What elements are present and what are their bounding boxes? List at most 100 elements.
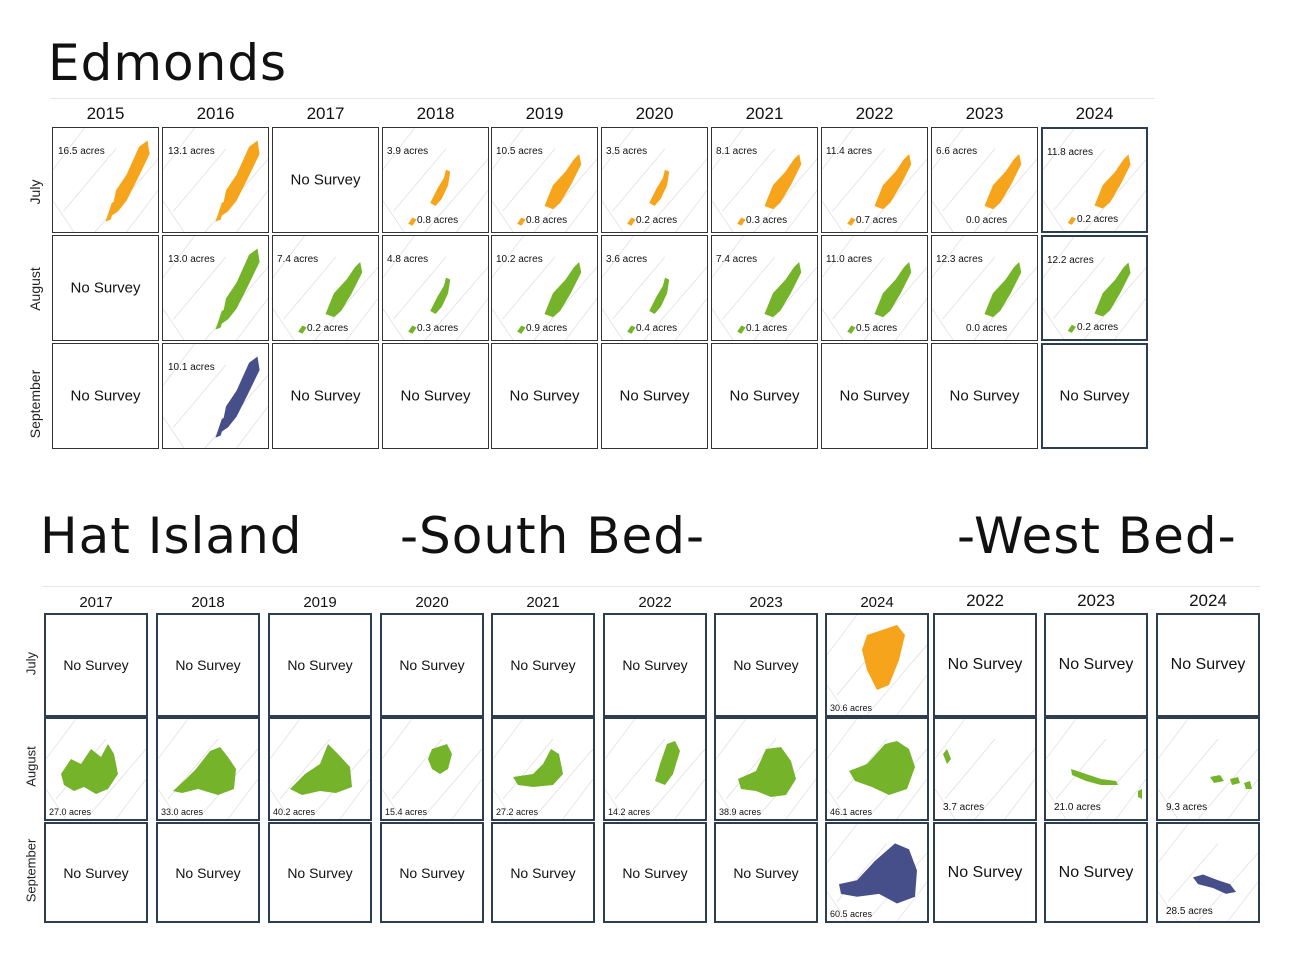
acres-label-secondary: 0.1 acres — [746, 323, 788, 334]
edmonds-header-line — [50, 98, 1155, 99]
seagrass-patch — [408, 325, 417, 334]
seagrass-patch — [627, 325, 636, 334]
map-line — [492, 308, 514, 340]
map-line — [173, 256, 227, 320]
survey-cell: No Survey — [491, 613, 595, 717]
map-line — [492, 128, 524, 170]
year-label: 2019 — [303, 594, 337, 611]
survey-cell: No Survey — [714, 613, 818, 717]
no-survey-label: No Survey — [733, 864, 799, 881]
survey-cell: 30.6 acres — [825, 613, 929, 717]
seagrass-patch — [1138, 789, 1142, 799]
acres-label: 3.6 acres — [606, 254, 648, 265]
map-line — [383, 128, 415, 170]
no-survey-label: No Survey — [1058, 863, 1134, 881]
year-label: 2015 — [86, 104, 125, 123]
map-line — [643, 266, 707, 340]
no-survey-label: No Survey — [287, 657, 353, 673]
map-line — [895, 298, 927, 340]
map-line — [896, 674, 927, 715]
survey-cell: No Survey — [821, 343, 928, 449]
survey-cell: No Survey — [380, 613, 484, 717]
acres-label: 60.5 acres — [830, 909, 873, 919]
no-survey-label: No Survey — [175, 657, 241, 673]
seagrass-bed — [110, 140, 150, 217]
map-line — [1005, 298, 1037, 340]
seagrass-patch — [105, 200, 116, 222]
map-line — [785, 190, 817, 232]
map-line — [227, 778, 258, 819]
map-line — [493, 788, 514, 819]
acres-label: 11.4 acres — [826, 146, 872, 157]
seagrass-bed — [655, 741, 680, 785]
seagrass-bed — [513, 749, 563, 787]
map-line — [602, 128, 634, 170]
no-survey-label: No Survey — [733, 657, 799, 673]
acres-label: 6.6 acres — [936, 146, 978, 157]
survey-cell: 8.1 acres 0.3 acres — [711, 127, 818, 233]
map-line — [827, 788, 848, 819]
map-line — [716, 788, 737, 819]
survey-cell: 28.5 acres — [1156, 822, 1260, 923]
acres-label: 16.5 acres — [58, 146, 105, 157]
seagrass-bed — [764, 262, 802, 318]
map-line — [822, 308, 844, 340]
acres-label: 38.9 acres — [719, 807, 762, 817]
acres-label-secondary: 0.0 acres — [966, 215, 1008, 226]
bed-map — [492, 236, 597, 340]
acres-label: 10.1 acres — [168, 362, 215, 373]
map-line — [502, 256, 556, 320]
map-line — [1055, 738, 1107, 800]
map-line — [785, 778, 816, 819]
map-line — [832, 256, 886, 320]
map-line — [822, 236, 854, 278]
map-line — [383, 200, 405, 232]
bed-map — [605, 719, 705, 819]
map-line — [675, 298, 707, 340]
seagrass-patch — [847, 217, 856, 226]
map-line — [942, 148, 996, 212]
acres-label: 10.5 acres — [496, 146, 543, 157]
survey-cell: 3.9 acres 0.8 acres — [382, 127, 489, 233]
acres-label-secondary: 0.0 acres — [966, 323, 1008, 334]
bed-map — [1043, 129, 1146, 231]
map-line — [712, 236, 744, 278]
map-line — [827, 615, 858, 656]
acres-label: 12.3 acres — [936, 254, 983, 265]
seagrass-bed — [325, 262, 363, 318]
bed-map — [712, 236, 817, 340]
bed-map — [602, 128, 707, 232]
acres-label-secondary: 0.4 acres — [636, 323, 678, 334]
map-line — [1158, 719, 1189, 760]
map-line — [1083, 159, 1146, 231]
seagrass-bed — [1071, 769, 1118, 785]
survey-cell: No Survey — [44, 822, 148, 923]
year-label: 2023 — [749, 594, 783, 611]
acres-label: 11.0 acres — [826, 254, 872, 265]
map-line — [1043, 129, 1075, 170]
map-line — [1053, 257, 1106, 319]
no-survey-label: No Survey — [839, 387, 910, 405]
map-line — [502, 148, 556, 212]
map-line — [46, 788, 67, 819]
no-survey-label: No Survey — [729, 387, 800, 405]
survey-cell: No Survey — [272, 127, 379, 233]
bed-map — [492, 128, 597, 232]
map-line — [533, 158, 597, 232]
map-line — [451, 778, 482, 819]
no-survey-label: No Survey — [290, 171, 361, 189]
map-line — [827, 891, 848, 921]
survey-cell: 15.4 acres — [380, 717, 484, 821]
survey-cell: 40.2 acres — [268, 717, 372, 821]
survey-cell: 9.3 acres — [1156, 717, 1260, 821]
map-line — [1043, 237, 1075, 278]
seagrass-bed — [1094, 154, 1131, 209]
bed-map — [602, 236, 707, 340]
hat-island-title: Hat Island — [40, 507, 303, 565]
year-label: 2020 — [415, 594, 449, 611]
seagrass-bed — [220, 140, 260, 217]
acres-label: 8.1 acres — [716, 146, 758, 157]
map-line — [827, 824, 858, 863]
acres-label: 21.0 acres — [1054, 802, 1101, 813]
acres-label: 3.5 acres — [606, 146, 648, 157]
